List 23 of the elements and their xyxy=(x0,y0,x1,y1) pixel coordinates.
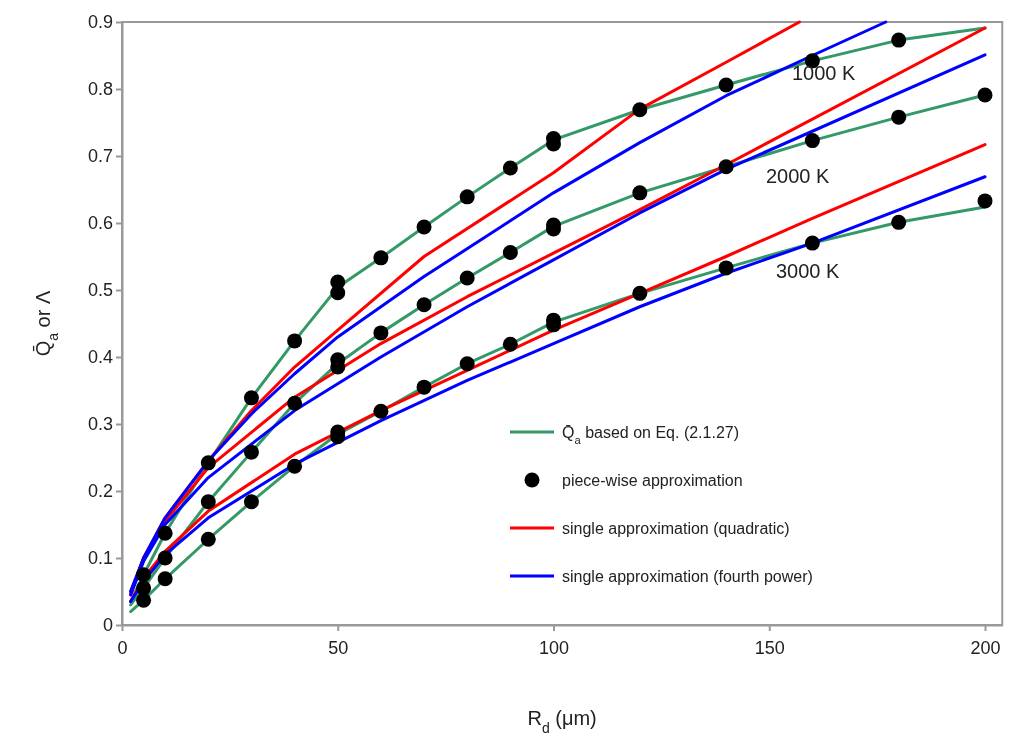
y-tick-label: 0.6 xyxy=(87,213,113,234)
y-tick-label: 0.2 xyxy=(87,481,113,502)
y-tick-label: 0.7 xyxy=(87,146,113,167)
x-axis-title: R$_{d}$ (μm) xyxy=(527,707,597,736)
y-tick-label: 0.8 xyxy=(87,79,113,100)
y-tick-label: 0.4 xyxy=(87,347,113,368)
y-tick-label: 0.1 xyxy=(87,548,113,569)
y-tick-label: 0.9 xyxy=(87,12,113,33)
legend-label: single approximation (fourth power) xyxy=(562,568,813,585)
x-tick-label: 50 xyxy=(328,637,349,658)
legend-label: Q̄$_{a}$ based on Eq. (2.1.27) xyxy=(562,424,740,446)
annotation: 1000 K xyxy=(792,62,857,84)
legend-label: single approximation (quadratic) xyxy=(562,520,790,537)
x-tick-label: 150 xyxy=(754,637,785,658)
annotation: 2000 K xyxy=(766,165,831,187)
y-tick-label: 0.3 xyxy=(87,414,113,435)
x-tick-label: 0 xyxy=(117,637,128,658)
x-tick-label: 100 xyxy=(538,637,570,658)
legend-label: piece-wise approximation xyxy=(562,472,743,489)
y-tick-label: 0.5 xyxy=(87,280,113,301)
annotation: 3000 K xyxy=(776,260,841,282)
x-tick-label: 200 xyxy=(970,637,1001,658)
y-tick-label: 0 xyxy=(102,615,113,636)
